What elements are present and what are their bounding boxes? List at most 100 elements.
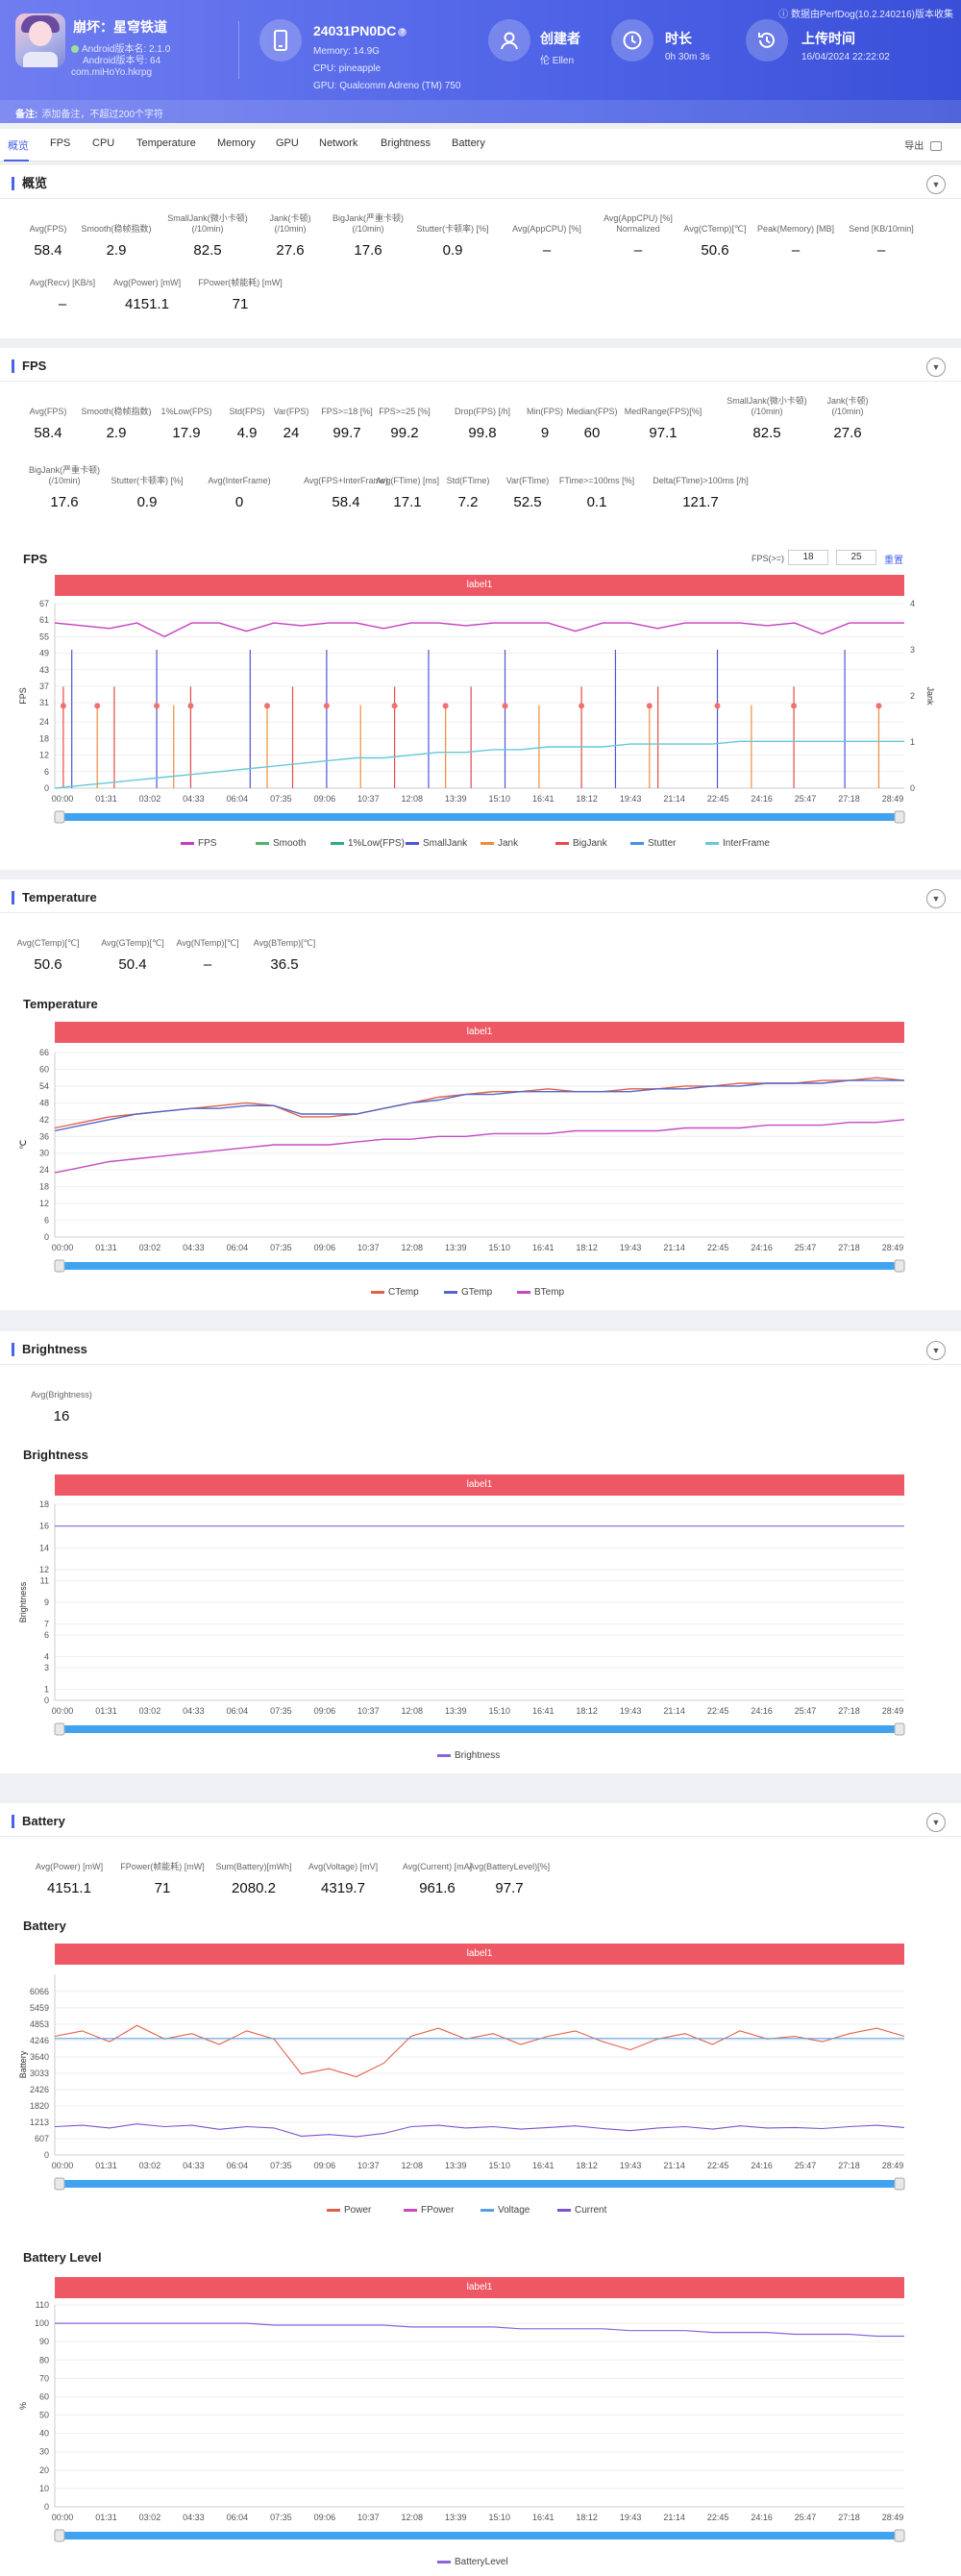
stat-value: – (203, 956, 212, 973)
legend-item[interactable]: GTemp (461, 1287, 493, 1298)
x-tick-label: 18:12 (576, 1243, 598, 1252)
legend-swatch[interactable] (437, 2561, 451, 2564)
stat-item: Std(FPS) 4.9 (194, 396, 300, 441)
y-tick-label: 5459 (30, 2003, 49, 2013)
tab-memory[interactable]: Memory (217, 137, 256, 149)
range-slider-handle-right[interactable] (894, 2529, 905, 2542)
legend-item[interactable]: InterFrame (723, 838, 770, 849)
legend-item[interactable]: BatteryLevel (455, 2557, 508, 2567)
legend-swatch[interactable] (555, 842, 569, 845)
legend-item[interactable]: BTemp (534, 1287, 565, 1298)
stat-item: Jank(卡顿) (/10min) 27.6 (795, 396, 900, 441)
note-bar[interactable]: 备注: 添加备注，不超过200个字符 (0, 100, 961, 123)
stat-label: Smooth(稳帧指数) (81, 407, 152, 416)
collapse-icon[interactable]: ▼ (926, 1813, 946, 1832)
range-slider-handle-left[interactable] (54, 810, 65, 824)
range-slider-handle-left[interactable] (54, 1259, 65, 1273)
range-slider-handle-left[interactable] (54, 2177, 65, 2191)
range-slider-handle-right[interactable] (894, 1722, 905, 1736)
x-tick-label: 06:04 (227, 1706, 249, 1716)
collapse-icon[interactable]: ▼ (926, 1341, 946, 1360)
reset-button[interactable]: 重置 (884, 556, 903, 566)
battery-label-bar[interactable]: label1 (55, 1944, 904, 1965)
collapse-icon[interactable]: ▼ (926, 358, 946, 377)
legend-swatch[interactable] (181, 842, 194, 845)
stat-label: Median(FPS) (566, 407, 618, 416)
legend-item[interactable]: Stutter (648, 838, 677, 849)
range-slider-track[interactable] (55, 1262, 904, 1270)
tab-fps[interactable]: FPS (50, 137, 71, 149)
range-slider-handle-right[interactable] (894, 2177, 905, 2191)
tab-network[interactable]: Network (319, 137, 358, 149)
legend-swatch[interactable] (705, 842, 719, 845)
legend-item[interactable]: SmallJank (423, 838, 468, 849)
legend-item[interactable]: FPower (421, 2205, 455, 2216)
legend-item[interactable]: Voltage (498, 2205, 530, 2216)
device-cpu: CPU: pineapple (313, 63, 382, 74)
legend-swatch[interactable] (371, 1291, 384, 1294)
fps-threshold-input-1[interactable]: 18 (788, 550, 828, 565)
legend-swatch[interactable] (256, 842, 269, 845)
legend-swatch[interactable] (480, 2209, 494, 2212)
fps-label-bar[interactable]: label1 (55, 575, 904, 596)
legend-swatch[interactable] (437, 1754, 451, 1757)
range-slider-track[interactable] (55, 1725, 904, 1733)
stat-value: 50.6 (34, 956, 62, 973)
legend-swatch[interactable] (404, 2209, 417, 2212)
creator-title: 创建者 (540, 31, 580, 46)
temperature-label-bar[interactable]: label1 (55, 1022, 904, 1043)
tab-cpu[interactable]: CPU (92, 137, 115, 149)
phone-icon (259, 19, 302, 62)
range-slider-track[interactable] (55, 813, 904, 821)
range-slider-track[interactable] (55, 2532, 904, 2539)
legend-swatch[interactable] (480, 842, 494, 845)
tab-brightness[interactable]: Brightness (381, 137, 431, 149)
stat-item: Send [KB/10min] – (828, 213, 934, 259)
fps-threshold-input-2[interactable]: 25 (836, 550, 876, 565)
legend-item[interactable]: FPS (198, 838, 217, 849)
range-slider-handle-left[interactable] (54, 1722, 65, 1736)
x-tick-label: 28:49 (882, 2161, 904, 2170)
tab-temperature[interactable]: Temperature (136, 137, 196, 149)
tab-battery[interactable]: Battery (452, 137, 485, 149)
y-tick-label: 4853 (30, 2019, 49, 2029)
legend-swatch[interactable] (630, 842, 644, 845)
package-name: com.miHoYo.hkrpg (71, 67, 153, 78)
legend-item[interactable]: Brightness (455, 1750, 500, 1761)
stat-item: BigJank(严重卡顿) (/10min) 17.6 (12, 465, 117, 510)
range-slider-track[interactable] (55, 2180, 904, 2188)
stat-value: 58.4 (34, 425, 62, 441)
legend-item[interactable]: CTemp (388, 1287, 419, 1298)
export-button[interactable]: 导出 (904, 137, 942, 152)
x-tick-label: 18:12 (576, 794, 598, 804)
note-input[interactable]: 添加备注，不超过200个字符 (41, 110, 164, 120)
battery-level-label-bar[interactable]: label1 (55, 2277, 904, 2298)
legend-swatch[interactable] (331, 842, 344, 845)
collapse-icon[interactable]: ▼ (926, 889, 946, 908)
legend-swatch[interactable] (327, 2209, 340, 2212)
legend-item[interactable]: Current (575, 2205, 607, 2216)
legend-item[interactable]: 1%Low(FPS) (348, 838, 405, 849)
legend-swatch[interactable] (444, 1291, 457, 1294)
brightness-label-bar[interactable]: label1 (55, 1474, 904, 1496)
x-tick-label: 03:02 (139, 2513, 161, 2522)
legend-swatch[interactable] (517, 1291, 530, 1294)
x-tick-label: 00:00 (52, 2161, 74, 2170)
x-tick-label: 21:14 (663, 2161, 685, 2170)
legend-item[interactable]: Power (344, 2205, 372, 2216)
tab-overview[interactable]: 概览 (8, 140, 29, 152)
range-slider-handle-right[interactable] (894, 1259, 905, 1273)
legend-item[interactable]: Jank (498, 838, 519, 849)
tab-gpu[interactable]: GPU (276, 137, 299, 149)
stat-item: MedRange(FPS)[%] 97.1 (610, 396, 716, 441)
legend-item[interactable]: BigJank (573, 838, 608, 849)
legend-swatch[interactable] (406, 842, 419, 845)
range-slider-handle-left[interactable] (54, 2529, 65, 2542)
legend-item[interactable]: Smooth (273, 838, 306, 849)
bigjank-marker (791, 703, 798, 709)
collapse-icon[interactable]: ▼ (926, 175, 946, 194)
range-slider-handle-right[interactable] (894, 810, 905, 824)
x-tick-label: 27:18 (838, 2513, 860, 2522)
legend-swatch[interactable] (557, 2209, 571, 2212)
stat-label: FTime>=100ms [%] (558, 476, 635, 485)
